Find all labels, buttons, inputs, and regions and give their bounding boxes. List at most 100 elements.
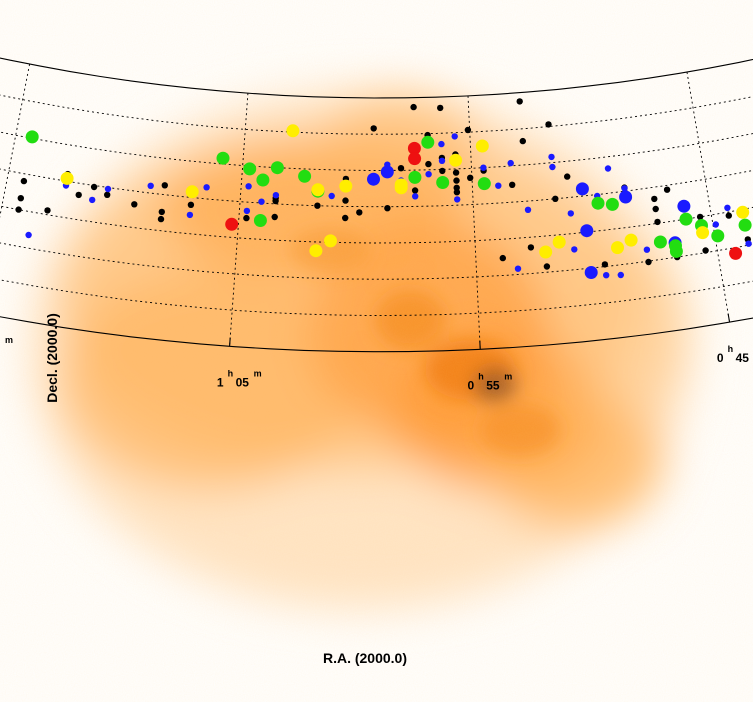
source-point-blue (495, 182, 502, 189)
source-point-black (410, 103, 417, 111)
source-point-blue (712, 221, 719, 228)
source-point-yellow (311, 183, 325, 197)
source-point-yellow (696, 226, 710, 240)
source-point-red (408, 152, 422, 166)
source-point-black (243, 214, 250, 222)
grid-meridian (686, 71, 731, 323)
source-point-black (516, 98, 523, 105)
source-point-blue (571, 246, 578, 253)
ra-hours: 0 (717, 351, 724, 365)
ra-h-unit: h (478, 371, 484, 381)
source-point-yellow (475, 139, 489, 153)
source-point-green (477, 177, 491, 191)
ra-tick (727, 313, 731, 323)
source-point-black (44, 207, 51, 214)
source-markers (15, 98, 752, 279)
source-point-black (90, 183, 98, 191)
frame-arc (0, 57, 753, 99)
source-point-blue (507, 159, 514, 167)
source-point-blue (575, 182, 589, 196)
source-point-green (298, 169, 312, 183)
source-point-blue (245, 183, 252, 190)
source-point-black (543, 263, 551, 270)
source-point-black (20, 177, 28, 185)
source-point-green (738, 218, 752, 232)
source-point-blue (89, 196, 96, 204)
source-point-black (519, 137, 526, 145)
source-point-yellow (286, 124, 300, 138)
grid-meridian (0, 64, 31, 219)
source-point-black (453, 189, 461, 196)
source-point-red (729, 246, 743, 260)
ra-hours: 0 (468, 378, 475, 392)
source-point-black (425, 160, 432, 168)
source-point-blue (604, 165, 612, 172)
ra-m-unit: m (504, 371, 512, 381)
source-point-green (216, 151, 230, 165)
source-point-yellow (339, 179, 353, 193)
source-point-yellow (185, 185, 199, 199)
source-point-black (464, 126, 472, 134)
y-axis-title: Decl. (2000.0) (44, 313, 60, 403)
source-point-blue (454, 196, 461, 203)
source-point-black (696, 213, 704, 221)
source-point-black (552, 195, 559, 202)
source-point-black (370, 125, 377, 132)
source-point-black (702, 247, 709, 254)
source-point-black (654, 218, 661, 226)
source-point-black (663, 186, 671, 193)
ra-h-unit: h (228, 368, 234, 378)
source-point-green (605, 197, 619, 211)
source-point-black (411, 187, 419, 194)
source-point-blue (367, 172, 380, 186)
map-frame (0, 57, 753, 353)
grid-meridian (229, 93, 249, 347)
grid-parallel (0, 131, 753, 171)
source-point-green (25, 130, 39, 144)
source-point-blue (380, 165, 394, 179)
source-point-black (104, 191, 111, 198)
source-point-blue (619, 190, 633, 204)
ra-tick-label: 1h15m (0, 335, 13, 356)
ra-h-unit: h (728, 344, 734, 354)
source-point-yellow (552, 235, 566, 249)
source-point-red (407, 141, 421, 155)
source-point-black (453, 177, 460, 184)
source-point-black (342, 197, 349, 204)
source-point-black (384, 205, 391, 212)
source-point-yellow (324, 234, 337, 248)
source-point-green (408, 170, 422, 184)
source-point-yellow (539, 245, 553, 259)
ra-m-unit: m (254, 368, 262, 378)
source-point-black (437, 104, 444, 112)
source-point-black (157, 215, 165, 223)
source-point-blue (621, 185, 628, 192)
source-point-blue (643, 246, 651, 253)
source-point-green (270, 161, 284, 175)
source-point-blue (724, 204, 731, 211)
source-point-green (591, 196, 605, 210)
source-point-black (645, 258, 652, 266)
source-point-blue (438, 157, 446, 164)
source-point-blue (243, 207, 251, 215)
source-point-black (272, 197, 279, 205)
source-point-black (545, 121, 552, 128)
source-point-green (243, 162, 257, 176)
ra-m-unit: m (5, 335, 13, 345)
source-point-blue (272, 192, 280, 199)
source-point-blue (25, 231, 32, 239)
source-point-green (256, 173, 270, 187)
source-point-blue (548, 153, 555, 161)
source-point-black (15, 206, 22, 213)
source-point-black (601, 261, 609, 268)
source-point-blue (328, 192, 335, 200)
source-point-blue (549, 163, 556, 171)
ra-tick (229, 337, 231, 347)
source-point-green (669, 244, 683, 258)
source-point-blue (203, 184, 210, 191)
source-point-green (653, 235, 667, 249)
ra-minutes: 05 (236, 375, 250, 389)
